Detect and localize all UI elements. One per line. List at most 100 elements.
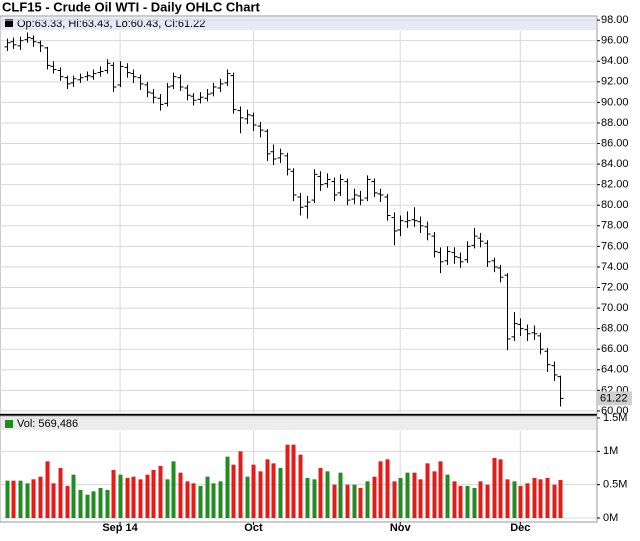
volume-bar [31, 479, 36, 518]
y-tick-label: 72.00 [601, 281, 629, 293]
volume-bar [445, 474, 450, 518]
volume-bar [472, 488, 477, 518]
volume-bar [11, 480, 16, 518]
volume-panel [0, 415, 598, 523]
volume-bar [298, 454, 303, 518]
volume-bar [78, 490, 83, 518]
volume-bar [171, 461, 176, 518]
volume-bar [91, 491, 96, 518]
y-tick-label: 92.00 [601, 76, 629, 88]
volume-bar [512, 481, 517, 518]
volume-bar [125, 478, 130, 518]
volume-legend-band [1, 418, 596, 430]
volume-bar [178, 472, 183, 518]
volume-bar [18, 480, 23, 518]
volume-bar [398, 478, 403, 518]
volume-bar [485, 484, 490, 518]
y-tick-label: 60.00 [601, 405, 629, 417]
volume-bar [151, 470, 156, 518]
volume-bar [258, 471, 263, 518]
y-tick-label: 64.00 [601, 364, 629, 376]
volume-bar [358, 488, 363, 518]
volume-bar [191, 483, 196, 518]
y-tick-label: 1M [603, 445, 618, 457]
chart-title: CLF15 - Crude Oil WTI - Daily OHLC Chart [2, 0, 261, 14]
volume-bar [65, 486, 70, 518]
volume-bar [271, 463, 276, 518]
y-tick-label: 0M [603, 512, 618, 524]
price-legend: Op:63.33, Hi:63.43, Lo:60.43, Cl:61.22 [17, 18, 205, 30]
volume-bar [165, 479, 170, 518]
volume-bar [105, 490, 110, 518]
volume-bar [438, 461, 443, 518]
volume-bar [158, 466, 163, 518]
volume-bar [185, 481, 190, 518]
y-tick-label: 78.00 [601, 220, 629, 232]
y-tick-label: 0.5M [603, 479, 627, 491]
volume-bar [352, 484, 357, 518]
y-tick-label: 76.00 [601, 240, 629, 252]
volume-bar [332, 484, 337, 518]
y-tick-label: 98.00 [601, 14, 629, 26]
legend-swatch [5, 19, 13, 27]
y-tick-label: 74.00 [601, 261, 629, 273]
volume-bar [71, 474, 76, 518]
volume-bar [338, 472, 343, 518]
volume-bar [25, 483, 30, 518]
volume-bar [305, 478, 310, 518]
y-tick-label: 70.00 [601, 302, 629, 314]
volume-bar [365, 481, 370, 518]
volume-bar [412, 472, 417, 518]
y-tick-label: 1.5M [603, 412, 627, 424]
y-tick-label: 66.00 [601, 343, 629, 355]
volume-bar [465, 486, 470, 518]
volume-bar [392, 481, 397, 518]
volume-bar [452, 481, 457, 518]
y-tick-label: 68.00 [601, 323, 629, 335]
y-tick-label: 80.00 [601, 199, 629, 211]
volume-bar [458, 486, 463, 518]
last-price-label: 61.22 [600, 392, 628, 404]
volume-bar [111, 470, 116, 518]
volume-bar [45, 461, 50, 518]
volume-bar [492, 458, 497, 518]
volume-bar [98, 488, 103, 518]
x-tick-label: Dec [510, 522, 530, 534]
y-tick-label: 96.00 [601, 35, 629, 47]
y-tick-label: 82.00 [601, 179, 629, 191]
volume-bar [58, 468, 63, 518]
volume-bar [538, 479, 543, 518]
volume-bar [5, 480, 10, 518]
volume-bar [318, 468, 323, 518]
volume-bar [265, 459, 270, 518]
volume-bar [558, 480, 563, 518]
panel-separator [0, 414, 597, 416]
volume-bar [85, 494, 90, 518]
volume-bar [225, 456, 230, 518]
volume-bar [251, 464, 256, 518]
volume-bar [211, 483, 216, 518]
volume-bar [198, 486, 203, 518]
volume-bar [498, 459, 503, 518]
volume-bar [378, 461, 383, 518]
volume-bar [418, 479, 423, 518]
y-tick-label: 88.00 [601, 117, 629, 129]
volume-bar [325, 471, 330, 518]
volume-bar [231, 464, 236, 518]
volume-bar [552, 484, 557, 518]
volume-bar [372, 476, 377, 518]
volume-bar [545, 478, 550, 518]
volume-bar [238, 451, 243, 518]
volume-bar [532, 478, 537, 518]
volume-bar [505, 479, 510, 518]
volume-bar [145, 474, 150, 518]
volume-bar [38, 476, 43, 518]
volume-bar [312, 479, 317, 518]
y-tick-label: 90.00 [601, 96, 629, 108]
volume-bar [138, 479, 143, 518]
volume-bar [205, 476, 210, 518]
volume-bar [425, 463, 430, 518]
y-tick-label: 84.00 [601, 158, 629, 170]
y-tick-label: 94.00 [601, 55, 629, 67]
